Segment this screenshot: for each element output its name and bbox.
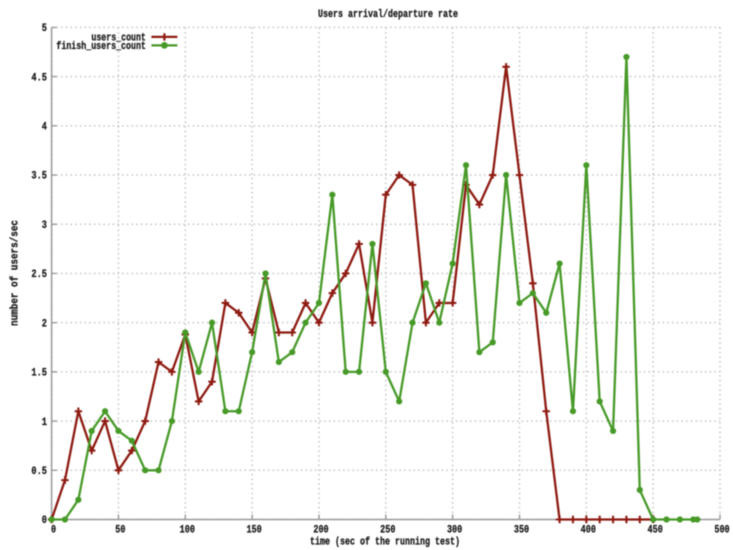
- svg-text:450: 450: [648, 525, 663, 537]
- svg-text:time (sec of the running test): time (sec of the running test): [310, 537, 460, 549]
- svg-text:3: 3: [42, 220, 48, 232]
- svg-text:350: 350: [514, 525, 529, 537]
- svg-text:number of users/sec: number of users/sec: [10, 220, 22, 326]
- svg-text:150: 150: [246, 525, 261, 537]
- svg-text:4: 4: [42, 122, 48, 134]
- svg-text:4.5: 4.5: [31, 72, 47, 84]
- svg-text:200: 200: [313, 525, 328, 537]
- svg-text:3.5: 3.5: [31, 171, 47, 183]
- svg-text:1: 1: [42, 417, 48, 429]
- svg-text:1.5: 1.5: [31, 368, 47, 380]
- svg-text:0: 0: [42, 515, 47, 527]
- svg-text:500: 500: [714, 525, 729, 537]
- svg-text:2.5: 2.5: [31, 269, 47, 281]
- svg-text:0.5: 0.5: [31, 466, 47, 478]
- svg-text:0: 0: [51, 525, 56, 537]
- svg-text:users_count: users_count: [91, 32, 146, 44]
- svg-text:2: 2: [42, 318, 47, 330]
- svg-text:250: 250: [380, 525, 395, 537]
- svg-text:finish_users_count: finish_users_count: [56, 41, 146, 53]
- svg-text:400: 400: [581, 525, 596, 537]
- svg-text:5: 5: [42, 23, 48, 35]
- svg-text:Users arrival/departure rate: Users arrival/departure rate: [318, 9, 458, 21]
- svg-text:100: 100: [180, 525, 195, 537]
- svg-text:300: 300: [447, 525, 462, 537]
- svg-text:50: 50: [115, 525, 125, 537]
